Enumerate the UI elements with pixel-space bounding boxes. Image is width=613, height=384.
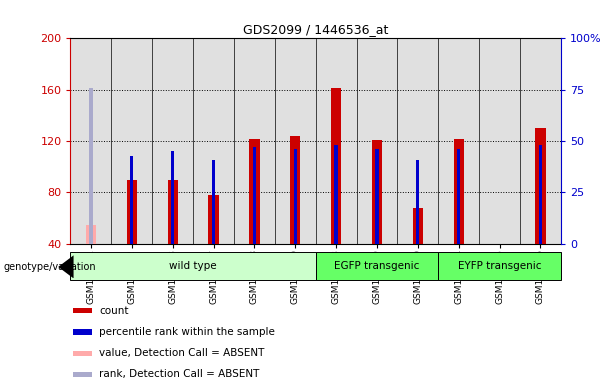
Bar (73, 351, 92, 356)
Bar (416, 160, 419, 244)
Bar (73, 329, 92, 334)
Bar (375, 149, 379, 244)
Bar (167, 180, 178, 244)
Bar (438, 252, 561, 280)
Bar (212, 160, 215, 244)
Bar (70, 252, 316, 280)
Text: value, Detection Call = ABSENT: value, Detection Call = ABSENT (99, 348, 265, 358)
Bar (253, 147, 256, 244)
Bar (372, 140, 382, 244)
Bar (535, 128, 546, 244)
Text: rank, Detection Call = ABSENT: rank, Detection Call = ABSENT (99, 369, 259, 379)
Bar (335, 145, 338, 244)
Bar (73, 372, 92, 377)
Bar (457, 149, 460, 244)
Title: GDS2099 / 1446536_at: GDS2099 / 1446536_at (243, 23, 389, 36)
Text: percentile rank within the sample: percentile rank within the sample (99, 327, 275, 337)
Text: EYFP transgenic: EYFP transgenic (458, 261, 541, 271)
Bar (130, 156, 134, 244)
Text: count: count (99, 306, 129, 316)
Bar (208, 195, 219, 244)
Bar (294, 149, 297, 244)
Text: wild type: wild type (169, 261, 217, 271)
Bar (73, 308, 92, 313)
Text: genotype/variation: genotype/variation (3, 262, 96, 272)
Bar (290, 136, 300, 244)
Bar (249, 139, 259, 244)
Text: EGFP transgenic: EGFP transgenic (334, 261, 420, 271)
Bar (89, 88, 93, 244)
Bar (331, 88, 341, 244)
Bar (127, 180, 137, 244)
Bar (171, 151, 174, 244)
Polygon shape (58, 255, 74, 278)
Bar (413, 208, 423, 244)
Bar (539, 145, 542, 244)
Bar (316, 252, 438, 280)
Bar (86, 225, 96, 244)
Bar (454, 139, 464, 244)
